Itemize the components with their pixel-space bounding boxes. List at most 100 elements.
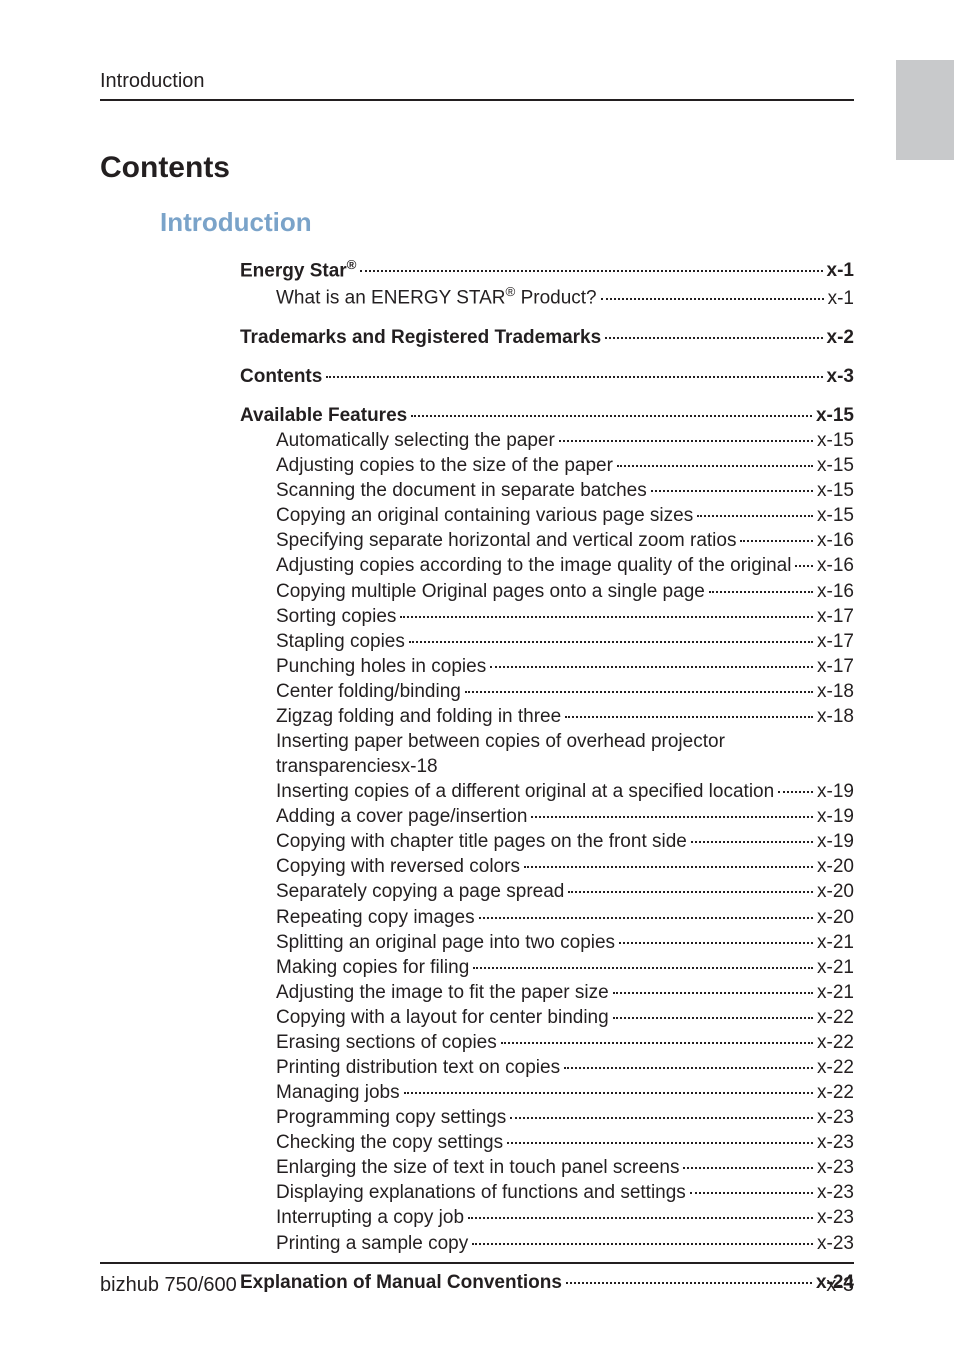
toc-label: Interrupting a copy job [276, 1205, 464, 1230]
toc-label: Repeating copy images [276, 905, 475, 930]
toc-item: Splitting an original page into two copi… [276, 930, 854, 955]
toc-page: x-21 [817, 930, 854, 955]
toc-leader [564, 1067, 813, 1069]
toc-item: Interrupting a copy job x-23 [276, 1205, 854, 1230]
toc-leader [404, 1092, 813, 1094]
toc-label: Punching holes in copies [276, 654, 486, 679]
running-head: Introduction [100, 70, 854, 93]
toc-leader [568, 891, 813, 893]
toc-available-features: Available Features x-15 [240, 403, 854, 428]
toc-leader [691, 841, 813, 843]
toc-leader [697, 515, 813, 517]
toc-label: Adding a cover page/insertion [276, 804, 527, 829]
toc-page: x-17 [817, 629, 854, 654]
toc-leader [613, 1017, 813, 1019]
toc-label: Copying with chapter title pages on the … [276, 829, 687, 854]
toc-label: Center folding/binding [276, 679, 461, 704]
toc-item: Copying an original containing various p… [276, 503, 854, 528]
toc-page: x-19 [817, 779, 854, 804]
toc-item: Inserting copies of a different original… [276, 779, 854, 804]
toc-page: x-23 [817, 1231, 854, 1256]
toc-leader [690, 1192, 813, 1194]
toc-label: Adjusting copies according to the image … [276, 553, 791, 578]
toc-energy-star: Energy Star® x-1 [240, 256, 854, 283]
toc-label: Copying with reversed colors [276, 854, 520, 879]
toc-page: x-21 [817, 955, 854, 980]
toc-label: Adjusting copies to the size of the pape… [276, 453, 613, 478]
toc-label-text: What is an ENERGY STAR [276, 288, 505, 309]
toc-page: x-21 [817, 980, 854, 1005]
toc-label: Erasing sections of copies [276, 1030, 497, 1055]
toc-leader [411, 415, 812, 417]
toc-label: Copying multiple Original pages onto a s… [276, 579, 705, 604]
toc-item: Scanning the document in separate batche… [276, 478, 854, 503]
toc-label: Checking the copy settings [276, 1130, 503, 1155]
toc-leader [709, 591, 813, 593]
toc-page: x-23 [817, 1180, 854, 1205]
toc-item: Repeating copy images x-20 [276, 905, 854, 930]
toc-page: x-22 [817, 1080, 854, 1105]
header-rule [100, 99, 854, 101]
toc-label: Contents [240, 364, 322, 389]
toc-page: x-23 [817, 1155, 854, 1180]
toc-leader [619, 942, 813, 944]
toc-leader [601, 298, 824, 300]
toc-page: x-15 [817, 478, 854, 503]
toc-item: Displaying explanations of functions and… [276, 1180, 854, 1205]
toc-page: x-17 [817, 604, 854, 629]
toc-leader [479, 917, 813, 919]
toc-label-line2: transparencies [276, 754, 401, 779]
toc-label-line1: Inserting paper between copies of overhe… [276, 729, 854, 754]
toc-page: x-1 [827, 258, 854, 283]
footer-page-number: x-3 [826, 1274, 854, 1297]
toc-label: Separately copying a page spread [276, 879, 564, 904]
toc-page: x-23 [817, 1105, 854, 1130]
toc-page: x-15 [817, 428, 854, 453]
toc-leader [651, 490, 813, 492]
toc-page: x-22 [817, 1030, 854, 1055]
toc-leader [400, 616, 813, 618]
toc-page: x-20 [817, 905, 854, 930]
toc-item: Adjusting the image to fit the paper siz… [276, 980, 854, 1005]
toc-label: Adjusting the image to fit the paper siz… [276, 980, 609, 1005]
toc-page: x-23 [817, 1130, 854, 1155]
toc-page: x-16 [817, 553, 854, 578]
toc-item: Adjusting copies to the size of the pape… [276, 453, 854, 478]
toc-leader [559, 440, 813, 442]
toc-leader [531, 816, 813, 818]
toc-item: Adjusting copies according to the image … [276, 553, 854, 578]
toc-leader [740, 540, 813, 542]
toc-label: Printing a sample copy [276, 1231, 468, 1256]
toc-leader [683, 1167, 813, 1169]
page-container: Introduction Contents Introduction Energ… [0, 0, 954, 1352]
toc-contents: Contents x-3 [240, 364, 854, 389]
section-title: Introduction [160, 207, 854, 238]
toc-label: Inserting copies of a different original… [276, 779, 774, 804]
toc-label: Managing jobs [276, 1080, 400, 1105]
toc-leader [360, 270, 822, 272]
toc-label-sup: ® [505, 284, 515, 299]
toc-label: Stapling copies [276, 629, 405, 654]
toc-item: Making copies for filing x-21 [276, 955, 854, 980]
toc-leader [605, 337, 822, 339]
toc-sub-group-features: Automatically selecting the paper x-15 A… [276, 428, 854, 1256]
toc-label: Zigzag folding and folding in three [276, 704, 561, 729]
toc-page: x-23 [817, 1205, 854, 1230]
toc-label: Displaying explanations of functions and… [276, 1180, 686, 1205]
side-tab [896, 60, 954, 160]
toc-item: Adding a cover page/insertion x-19 [276, 804, 854, 829]
toc-page: x-16 [817, 579, 854, 604]
toc-leader [778, 791, 813, 793]
table-of-contents: Energy Star® x-1 What is an ENERGY STAR®… [240, 256, 854, 1295]
toc-label: Copying with a layout for center binding [276, 1005, 609, 1030]
toc-trademarks: Trademarks and Registered Trademarks x-2 [240, 325, 854, 350]
toc-label: Splitting an original page into two copi… [276, 930, 615, 955]
page-footer: bizhub 750/600 x-3 [100, 1262, 854, 1297]
toc-page: x-3 [827, 364, 854, 389]
toc-leader [326, 376, 822, 378]
toc-label: Sorting copies [276, 604, 396, 629]
toc-item: Center folding/binding x-18 [276, 679, 854, 704]
toc-page: x-15 [817, 453, 854, 478]
toc-item-wrapped: Inserting paper between copies of overhe… [276, 729, 854, 779]
toc-leader [510, 1117, 813, 1119]
